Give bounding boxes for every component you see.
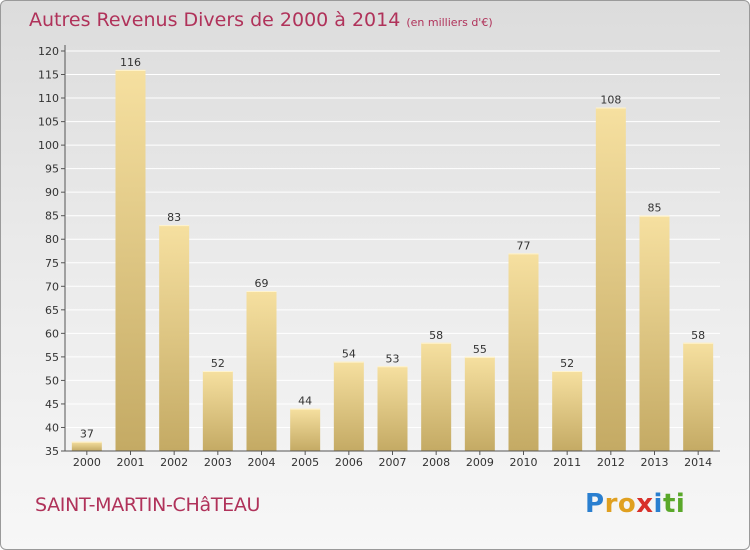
y-tick-label: 90 bbox=[45, 186, 59, 199]
y-tick-label: 70 bbox=[45, 280, 59, 293]
axes bbox=[61, 45, 720, 455]
y-tick-label: 95 bbox=[45, 163, 59, 176]
logo-letter: i bbox=[675, 489, 686, 519]
data-label: 108 bbox=[600, 93, 621, 106]
y-tick-label: 80 bbox=[45, 233, 59, 246]
y-tick-label: 115 bbox=[38, 69, 59, 82]
x-tick-label: 2005 bbox=[291, 456, 319, 469]
data-label: 44 bbox=[298, 395, 312, 408]
data-label: 77 bbox=[517, 239, 531, 252]
data-label: 37 bbox=[80, 428, 94, 441]
y-tick-label: 55 bbox=[45, 351, 59, 364]
data-label: 116 bbox=[120, 56, 141, 69]
bar-2011 bbox=[552, 371, 583, 451]
x-tick-label: 2007 bbox=[379, 456, 407, 469]
logo-letter: o bbox=[617, 489, 637, 519]
y-tick-label: 105 bbox=[38, 116, 59, 129]
bar-2000 bbox=[71, 441, 102, 451]
bar-2003 bbox=[202, 371, 233, 451]
bar-2012 bbox=[595, 107, 626, 452]
proxiti-logo: Proxiti bbox=[585, 489, 685, 519]
x-tick-label: 2006 bbox=[335, 456, 363, 469]
logo-letter: P bbox=[585, 489, 605, 519]
logo-letter: t bbox=[662, 489, 676, 519]
data-label: 54 bbox=[342, 348, 356, 361]
data-label: 58 bbox=[429, 329, 443, 342]
y-tick-label: 35 bbox=[45, 445, 59, 458]
data-label: 85 bbox=[648, 202, 662, 215]
y-tick-label: 50 bbox=[45, 374, 59, 387]
data-label: 83 bbox=[167, 211, 181, 224]
chart-title: Autres Revenus Divers de 2000 à 2014 (en … bbox=[29, 9, 493, 31]
x-tick-label: 2004 bbox=[248, 456, 276, 469]
chart-title-main: Autres Revenus Divers de 2000 à 2014 bbox=[29, 9, 401, 31]
bar-2010 bbox=[508, 253, 539, 451]
data-label: 53 bbox=[386, 352, 400, 365]
x-tick-label: 2014 bbox=[684, 456, 712, 469]
bar-2001 bbox=[115, 69, 146, 451]
bar-2014 bbox=[683, 342, 714, 451]
bar-2013 bbox=[639, 215, 670, 451]
data-label: 69 bbox=[255, 277, 269, 290]
data-label: 58 bbox=[691, 329, 705, 342]
data-label: 55 bbox=[473, 343, 487, 356]
logo-letter: r bbox=[604, 489, 618, 519]
y-tick-label: 120 bbox=[38, 45, 59, 58]
bar-2007 bbox=[377, 366, 408, 451]
x-tick-label: 2008 bbox=[422, 456, 450, 469]
x-tick-label: 2012 bbox=[597, 456, 625, 469]
place-name: SAINT-MARTIN-CHâTEAU bbox=[35, 494, 261, 516]
logo-letter: x bbox=[636, 489, 654, 519]
x-tick-label: 2002 bbox=[160, 456, 188, 469]
bar-2006 bbox=[333, 361, 364, 451]
x-tick-label: 2000 bbox=[73, 456, 101, 469]
chart-title-unit: (en milliers d'€) bbox=[406, 16, 493, 29]
x-tick-label: 2003 bbox=[204, 456, 232, 469]
y-tick-label: 60 bbox=[45, 327, 59, 340]
y-tick-label: 100 bbox=[38, 139, 59, 152]
logo-letter: i bbox=[653, 489, 663, 519]
y-tick-label: 65 bbox=[45, 304, 59, 317]
bar-2002 bbox=[159, 225, 190, 451]
y-tick-label: 110 bbox=[38, 92, 59, 105]
x-tick-label: 2001 bbox=[117, 456, 145, 469]
x-tick-label: 2013 bbox=[641, 456, 669, 469]
bars bbox=[71, 69, 714, 452]
bar-2005 bbox=[290, 408, 321, 451]
y-tick-label: 40 bbox=[45, 421, 59, 434]
x-tick-label: 2011 bbox=[553, 456, 581, 469]
bar-2004 bbox=[246, 291, 277, 451]
bar-2008 bbox=[421, 342, 452, 451]
y-tick-label: 85 bbox=[45, 210, 59, 223]
y-tick-label: 75 bbox=[45, 257, 59, 270]
data-label: 52 bbox=[211, 357, 225, 370]
data-label: 52 bbox=[560, 357, 574, 370]
x-tick-label: 2009 bbox=[466, 456, 494, 469]
y-tick-label: 45 bbox=[45, 398, 59, 411]
bar-2009 bbox=[464, 356, 495, 451]
labels: 35 40 45 50 55 60 65 70 75 80 85 90 95 100 105 110 115 12… bbox=[38, 45, 712, 469]
x-tick-label: 2010 bbox=[510, 456, 538, 469]
